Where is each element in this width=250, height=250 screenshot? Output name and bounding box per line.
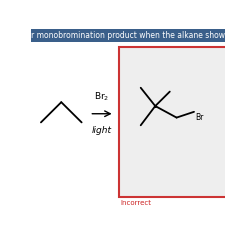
Text: Incorrect: Incorrect: [120, 200, 152, 206]
Text: Br: Br: [195, 113, 203, 122]
Text: r monobromination product when the alkane shown is subjected to radical bromin: r monobromination product when the alkan…: [31, 31, 250, 40]
Text: light: light: [92, 126, 112, 135]
FancyBboxPatch shape: [31, 29, 225, 42]
FancyBboxPatch shape: [120, 47, 229, 198]
Text: $\mathregular{Br_2}$: $\mathregular{Br_2}$: [94, 91, 110, 103]
